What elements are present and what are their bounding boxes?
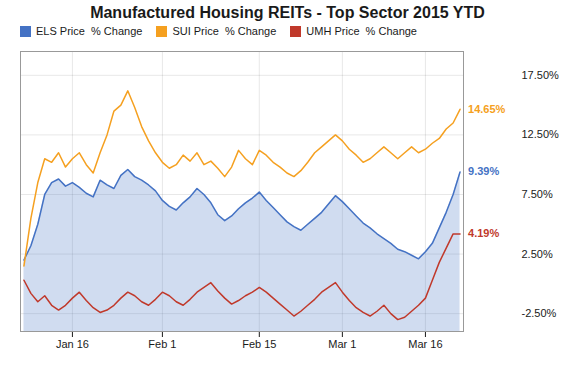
- svg-text:Mar 1: Mar 1: [328, 338, 356, 350]
- html-text:SUI Price % Change: SUI Price % Change: [172, 25, 277, 37]
- html-text:Manufactured Housing REITs - T: Manufactured Housing REITs - Top Sector …: [90, 4, 485, 21]
- svg-text:Feb 1: Feb 1: [148, 338, 176, 350]
- svg-text:12.50%: 12.50%: [522, 128, 560, 140]
- svg-text:Mar 16: Mar 16: [408, 338, 442, 350]
- svg-text:7.50%: 7.50%: [522, 188, 553, 200]
- svg-text:9.39%: 9.39%: [468, 165, 499, 177]
- svg-text:2.50%: 2.50%: [522, 248, 553, 260]
- svg-text:-2.50%: -2.50%: [522, 307, 557, 319]
- svg-text:17.50%: 17.50%: [522, 69, 560, 81]
- html-text:UMH Price % Change: UMH Price % Change: [306, 25, 417, 37]
- svg-text:4.19%: 4.19%: [468, 227, 499, 239]
- svg-text:14.65%: 14.65%: [468, 103, 506, 115]
- svg-text:Feb 15: Feb 15: [242, 338, 276, 350]
- svg-text:Jan 16: Jan 16: [56, 338, 89, 350]
- html-text:ELS Price % Change: ELS Price % Change: [36, 25, 143, 37]
